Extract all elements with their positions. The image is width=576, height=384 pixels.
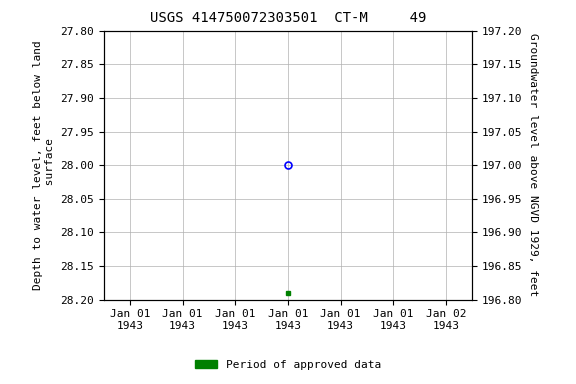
Title: USGS 414750072303501  CT-M     49: USGS 414750072303501 CT-M 49 xyxy=(150,12,426,25)
Y-axis label: Groundwater level above NGVD 1929, feet: Groundwater level above NGVD 1929, feet xyxy=(528,33,538,297)
Y-axis label: Depth to water level, feet below land
 surface: Depth to water level, feet below land su… xyxy=(33,40,55,290)
Legend: Period of approved data: Period of approved data xyxy=(191,356,385,375)
